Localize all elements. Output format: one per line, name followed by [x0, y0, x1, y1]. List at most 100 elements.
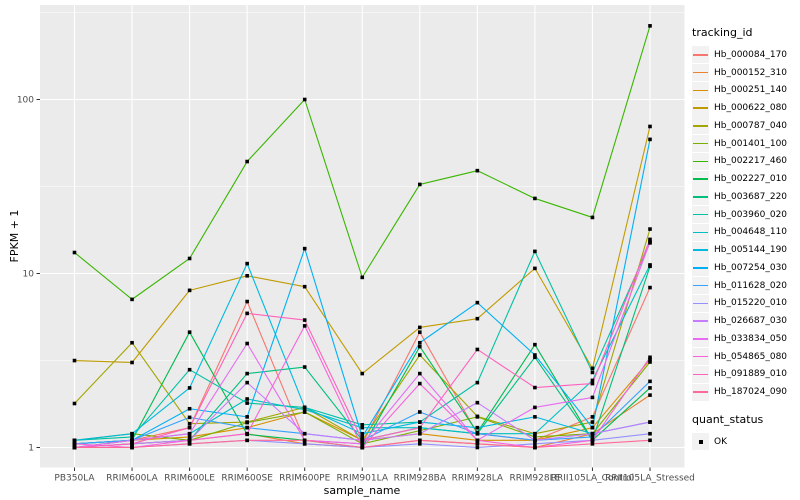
data-point [245, 380, 249, 385]
data-point [418, 425, 422, 430]
data-point [360, 425, 365, 430]
data-point [533, 266, 537, 271]
data-point [648, 24, 652, 28]
legend-item: Hb_015220_010 [692, 294, 798, 313]
legend-key-line-icon [693, 231, 708, 234]
data-point [245, 420, 249, 425]
data-point [72, 250, 77, 255]
data-point [302, 405, 307, 410]
legend-key-line-icon [693, 54, 708, 56]
legend-item: Hb_005144_190 [692, 241, 798, 259]
data-point [475, 445, 480, 450]
data-point [360, 275, 365, 280]
data-point [418, 325, 422, 330]
data-point [245, 371, 249, 376]
data-point [302, 407, 307, 412]
legend-item: Hb_026687_030 [692, 312, 798, 330]
data-point [590, 370, 595, 375]
data-point [302, 410, 307, 414]
data-point [418, 410, 422, 414]
legend-key [692, 259, 709, 277]
legend-key-line-icon [693, 391, 708, 393]
data-point [533, 196, 537, 201]
data-point [533, 353, 537, 357]
legend-key [692, 46, 709, 64]
legend-item-label: Hb_005144_190 [714, 245, 788, 256]
data-point [648, 431, 652, 436]
data-point [648, 240, 652, 244]
data-point [72, 442, 77, 446]
legend-item: Hb_000084_170 [692, 46, 798, 64]
data-point [187, 367, 192, 372]
data-point [648, 355, 652, 360]
legend-key [692, 135, 709, 153]
data-point [418, 420, 422, 424]
data-point [590, 395, 595, 400]
data-point [302, 246, 307, 251]
data-point [360, 438, 365, 443]
quant-status-key [692, 433, 709, 451]
data-point [245, 261, 249, 266]
data-points-layer [72, 24, 652, 450]
legend-item: Hb_187024_090 [692, 383, 798, 401]
data-point [418, 371, 422, 376]
x-tick-label: RRIM928LA [452, 474, 504, 484]
legend-item: Hb_000787_040 [692, 117, 798, 135]
data-point [418, 442, 422, 446]
legend-item-label: Hb_002227_010 [714, 174, 788, 185]
legend-key-line-icon [693, 196, 708, 198]
legend-key-line-icon [693, 355, 708, 358]
data-point [130, 340, 134, 345]
legend-item-label: Hb_000622_080 [714, 103, 788, 114]
legend-key [692, 170, 709, 188]
data-point [187, 435, 192, 439]
legend-item-label: Hb_002217_460 [714, 156, 788, 167]
data-point [130, 431, 134, 436]
data-point [590, 431, 595, 436]
legend-key-line-icon [693, 160, 708, 163]
legend-key [692, 99, 709, 117]
legend-item: Hb_000622_080 [692, 99, 798, 117]
data-point [72, 401, 77, 406]
data-point [475, 347, 480, 352]
data-point [533, 445, 537, 450]
legend-key [692, 365, 709, 383]
legend-key [692, 188, 709, 206]
legend-gap [692, 401, 798, 413]
data-point [475, 425, 480, 430]
legend-item-label: Hb_003687_220 [714, 191, 788, 202]
data-point [533, 431, 537, 436]
legend-item-label: Hb_015220_010 [714, 298, 788, 309]
data-point [187, 425, 192, 430]
legend-item-label: Hb_091889_010 [714, 369, 788, 380]
data-point [590, 420, 595, 424]
data-point [187, 415, 192, 420]
data-point [648, 137, 652, 142]
y-tick-label: 100 [17, 96, 34, 106]
legend-item-label: OK [714, 436, 727, 447]
legend-key-line-icon [693, 71, 708, 74]
y-tick-label: 1 [28, 444, 34, 454]
data-point [533, 385, 537, 390]
data-point [648, 393, 652, 397]
y-axis-title: FPKM + 1 [8, 210, 21, 263]
data-point [187, 438, 192, 443]
data-point [418, 182, 422, 187]
legend-key [692, 348, 709, 366]
data-point [648, 237, 652, 242]
legend-key [692, 152, 709, 170]
data-point [360, 371, 365, 376]
legend-key-line-icon [693, 284, 708, 287]
legend-key [692, 241, 709, 259]
data-point [72, 438, 77, 443]
data-point [648, 124, 652, 129]
data-point [245, 431, 249, 436]
legend-key-line-icon [693, 320, 708, 322]
data-point [590, 381, 595, 386]
data-point [533, 415, 537, 419]
data-point [72, 445, 77, 450]
data-point [360, 423, 365, 427]
data-point [302, 97, 307, 102]
legend-item-label: Hb_000152_310 [714, 67, 788, 78]
data-point [360, 442, 365, 446]
